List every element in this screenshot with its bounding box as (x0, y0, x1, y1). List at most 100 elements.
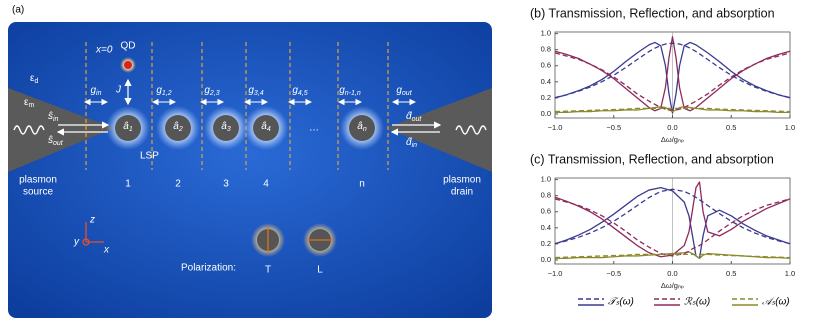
drain-cone (386, 88, 492, 172)
d-out-sub: out (412, 116, 423, 123)
coupling-label-sub: 1,2 (162, 90, 172, 97)
site-number: 1 (125, 179, 131, 190)
coupling-label: g1,2 (156, 85, 171, 97)
eps-d-main: ε (30, 73, 35, 84)
y-tick-label: 0.6 (541, 207, 551, 216)
x-tick-label: −1.0 (548, 123, 563, 132)
x-tick-label: −0.5 (606, 269, 621, 278)
coupling-label-sub: 2,3 (209, 90, 220, 97)
site-label: â4 (261, 121, 271, 133)
s-out-sub: out (53, 140, 64, 147)
coupling-label: gn-1,n (339, 85, 361, 97)
ellipsis: … (309, 123, 319, 134)
drain-wave (455, 125, 487, 135)
site-label-sub: 2 (178, 126, 183, 133)
panel-label: (a) (12, 5, 24, 16)
site-label: â3 (221, 121, 231, 133)
drain-label: drain (451, 187, 473, 198)
y-tick-label: 0.8 (541, 45, 551, 54)
site (213, 115, 239, 141)
eps-d: εd (30, 73, 38, 85)
source-wave (13, 125, 45, 135)
eps-m-sub: m (28, 102, 34, 109)
source-label: source (23, 187, 53, 198)
boundaries (85, 42, 389, 170)
coupling-label-main: g (156, 85, 162, 96)
x-tick-label: 0.0 (667, 123, 677, 132)
site (165, 115, 191, 141)
coupling-label-sub: n-1,n (345, 90, 361, 97)
d-out-main: d̂ (406, 110, 412, 122)
site-label-sub: 3 (227, 126, 231, 133)
eps-m-main: ε (24, 97, 29, 108)
coupling-label-sub: 4,5 (298, 90, 308, 97)
qd (124, 61, 132, 69)
site (115, 115, 141, 141)
series-line (554, 186, 791, 260)
site-label-main: â (221, 121, 227, 132)
coupling-label-main: g (339, 85, 345, 96)
y-tick-label: 0.0 (541, 109, 551, 118)
s-in: ŝin (48, 111, 59, 123)
lsp-label: LSP (140, 151, 159, 162)
d-out: d̂out (406, 110, 422, 123)
site-number: 2 (175, 179, 181, 190)
x-tick-label: 0.0 (667, 269, 677, 278)
chart-title: (c) Transmission, Reflection, and absorp… (530, 152, 774, 166)
d-in-sub: in (412, 142, 418, 149)
site-label-main: â (261, 121, 267, 132)
coupling-label-sub: in (96, 90, 102, 97)
y-tick-label: 0.2 (541, 93, 551, 102)
coupling-label-main: g (204, 85, 210, 96)
series-line (554, 181, 791, 258)
series-line (554, 107, 791, 113)
pol-l: L (317, 265, 323, 276)
site (349, 115, 375, 141)
chart-title: (b) Transmission, Reflection, and absorp… (530, 6, 775, 20)
site-label-main: â (357, 121, 363, 132)
qd-label: QD (121, 41, 136, 52)
polarization-label: Polarization: (181, 263, 236, 274)
site-label-sub: n (363, 126, 367, 133)
series-line (554, 36, 791, 112)
source-label: plasmon (19, 175, 57, 186)
s-in-main: ŝ (48, 111, 53, 122)
s-out-main: ŝ (48, 135, 53, 146)
series-line (554, 52, 791, 111)
j-label: J (115, 85, 122, 96)
site-number: 3 (223, 179, 229, 190)
y-tick-label: 0.8 (541, 191, 551, 200)
couplings: gin g1,2 g2,3 g3,4 g4,5 gn-1,n gout (83, 85, 417, 106)
series-line (554, 198, 791, 257)
site-label-main: â (123, 121, 129, 132)
series-line (555, 106, 790, 114)
legend-label: ℛₛ(ω) (684, 297, 710, 308)
site-number: 4 (263, 179, 269, 190)
site-label-main: â (173, 121, 179, 132)
x-tick-label: 1.0 (785, 269, 795, 278)
site-label-sub: 4 (267, 126, 271, 133)
x-tick-label: −0.5 (606, 123, 621, 132)
axis-z: z (89, 215, 95, 226)
y-tick-label: 1.0 (541, 175, 551, 184)
coupling-label-main: g (396, 85, 402, 96)
x-axis-label: Δω/gₙₚ (661, 135, 684, 144)
y-tick-label: 0.0 (541, 255, 551, 264)
site-number: n (359, 179, 365, 190)
y-tick-label: 0.2 (541, 239, 551, 248)
y-tick-label: 1.0 (541, 29, 551, 38)
site-label: â1 (123, 121, 133, 133)
x-tick-label: 0.5 (726, 269, 736, 278)
legend-label: 𝒯ₛ(ω) (608, 297, 634, 308)
s-in-sub: in (53, 116, 59, 123)
coupling-label: gout (396, 85, 412, 97)
x-axis-label: Δω/gₙₚ (661, 281, 684, 290)
axis-y: y (73, 237, 80, 248)
io-arrows (56, 121, 442, 136)
series-line (554, 41, 791, 114)
series-line (554, 253, 791, 259)
diagram-panel (8, 22, 492, 318)
x-tick-label: 1.0 (785, 123, 795, 132)
legend-label: 𝒜ₛ(ω) (762, 297, 790, 308)
